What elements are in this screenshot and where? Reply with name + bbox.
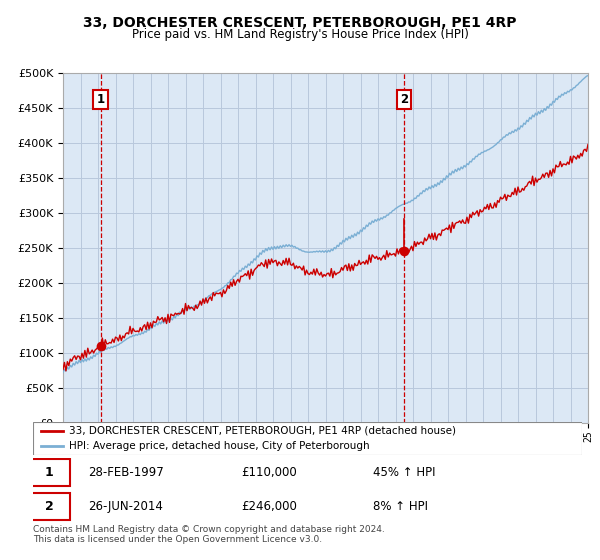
Text: 28-FEB-1997: 28-FEB-1997 [88,466,164,479]
FancyBboxPatch shape [33,422,582,455]
Text: 2: 2 [400,93,408,106]
Text: Contains HM Land Registry data © Crown copyright and database right 2024.
This d: Contains HM Land Registry data © Crown c… [33,525,385,544]
Text: 1: 1 [97,93,104,106]
Text: 8% ↑ HPI: 8% ↑ HPI [373,500,428,513]
Text: Price paid vs. HM Land Registry's House Price Index (HPI): Price paid vs. HM Land Registry's House … [131,28,469,41]
Text: HPI: Average price, detached house, City of Peterborough: HPI: Average price, detached house, City… [68,441,370,451]
FancyBboxPatch shape [29,459,70,487]
FancyBboxPatch shape [29,493,70,520]
Text: 1: 1 [45,466,53,479]
Text: 26-JUN-2014: 26-JUN-2014 [88,500,163,513]
Text: 33, DORCHESTER CRESCENT, PETERBOROUGH, PE1 4RP: 33, DORCHESTER CRESCENT, PETERBOROUGH, P… [83,16,517,30]
Text: 45% ↑ HPI: 45% ↑ HPI [373,466,436,479]
Text: £246,000: £246,000 [242,500,298,513]
Text: 2: 2 [45,500,53,513]
Text: 33, DORCHESTER CRESCENT, PETERBOROUGH, PE1 4RP (detached house): 33, DORCHESTER CRESCENT, PETERBOROUGH, P… [68,426,455,436]
Text: £110,000: £110,000 [242,466,298,479]
